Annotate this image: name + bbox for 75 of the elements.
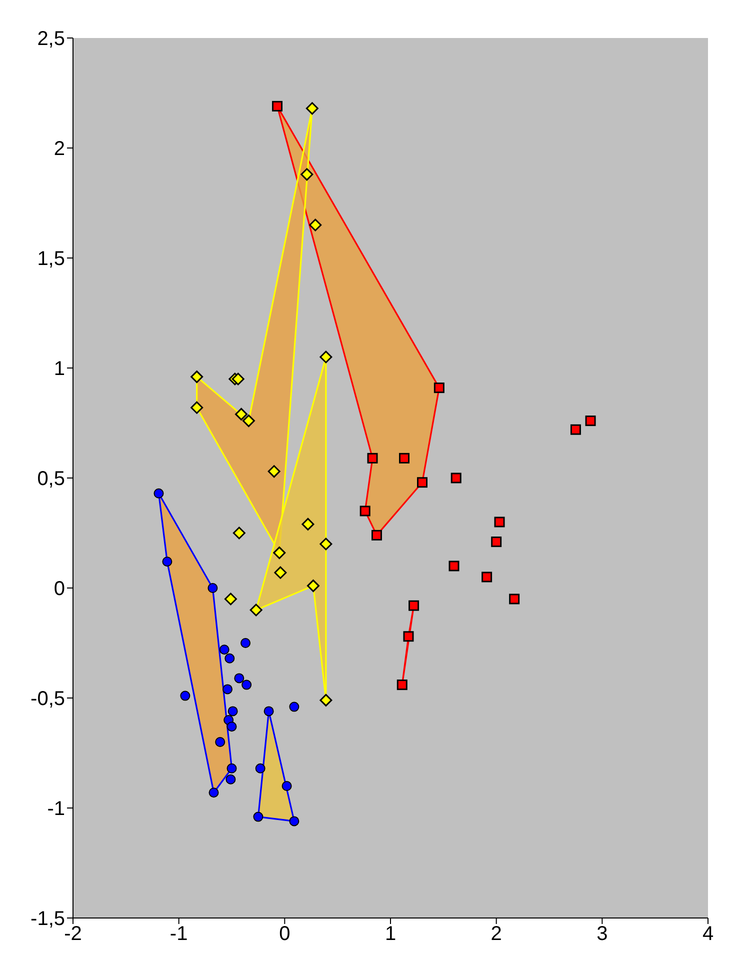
x-tick-label: -1 (170, 923, 188, 946)
y-tick-label: -1,5 (30, 908, 65, 930)
point (482, 572, 492, 582)
point (309, 218, 322, 232)
point (585, 416, 596, 426)
point (162, 556, 172, 567)
point (242, 414, 255, 428)
point (224, 592, 237, 606)
y-tick-label: -0,5 (30, 688, 65, 710)
point (235, 408, 248, 420)
y-tick-label: 2,5 (37, 28, 65, 50)
point (208, 788, 219, 798)
y-tick-label: -1 (47, 798, 65, 820)
point (226, 774, 236, 784)
point (242, 680, 252, 690)
point (434, 382, 444, 394)
x-tick-label: 4 (702, 923, 714, 946)
point (226, 763, 237, 774)
y-tick-label: 0,5 (37, 468, 65, 490)
point (234, 673, 244, 684)
x-tick-label: 0 (279, 923, 290, 946)
point (253, 812, 264, 822)
point (250, 604, 262, 616)
point (190, 401, 204, 414)
point (255, 763, 266, 774)
point (417, 477, 428, 488)
point (232, 526, 246, 540)
point (272, 100, 283, 112)
point (226, 722, 237, 732)
point (273, 546, 286, 560)
point (154, 488, 164, 498)
y-tick-label: 2 (54, 138, 65, 160)
point (240, 638, 251, 648)
point (371, 530, 382, 540)
point (448, 560, 460, 572)
x-tick-label: 2 (490, 923, 502, 946)
point (222, 684, 233, 694)
point (300, 168, 314, 181)
point (320, 538, 332, 550)
y-tick-label: 1,5 (37, 248, 65, 270)
point (491, 536, 502, 548)
y-tick-label: 0 (54, 578, 65, 600)
point (396, 680, 408, 690)
point (408, 600, 420, 611)
point (306, 102, 318, 115)
point (232, 372, 244, 386)
point (450, 472, 462, 484)
point (320, 694, 332, 706)
point (509, 594, 520, 604)
point (219, 644, 230, 655)
point (399, 452, 410, 464)
point (215, 737, 226, 747)
x-tick-label: -2 (64, 923, 82, 946)
point (302, 518, 314, 530)
point (264, 706, 274, 716)
point (190, 370, 204, 384)
point (224, 653, 235, 664)
point (289, 702, 300, 712)
point (228, 706, 238, 716)
point (360, 506, 370, 516)
point (494, 516, 505, 528)
point (367, 452, 378, 464)
x-tick-label: 1 (384, 923, 396, 946)
point (570, 424, 581, 435)
point (306, 580, 320, 592)
point (274, 566, 287, 579)
x-tick-label: 3 (596, 923, 608, 946)
point (268, 465, 280, 478)
point (208, 583, 218, 593)
y-tick-label: 1 (54, 358, 65, 380)
point (289, 816, 300, 826)
point (282, 781, 292, 791)
point (180, 690, 190, 701)
point (403, 631, 414, 642)
point (320, 350, 332, 364)
